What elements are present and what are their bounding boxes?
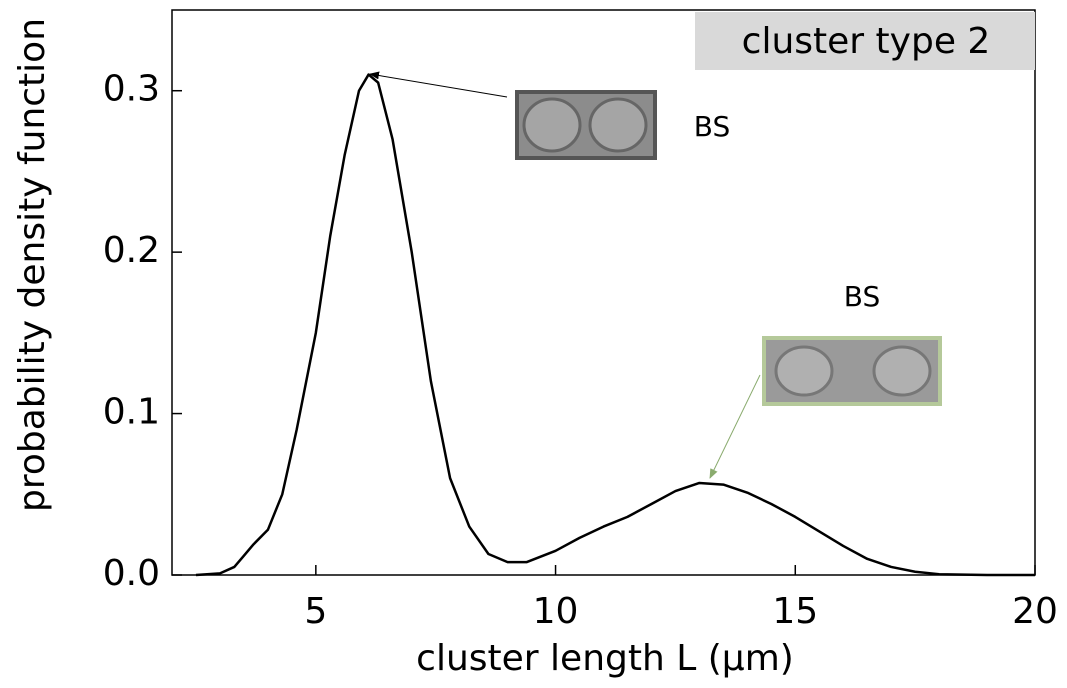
line	[195, 73, 1035, 577]
annotation: BS	[694, 110, 731, 143]
arrow	[709, 374, 761, 479]
annotation: cluster type 2	[742, 21, 991, 62]
x-tick-label: 5	[304, 591, 327, 632]
y-tick-label: 0.2	[103, 230, 160, 271]
annotation-box	[695, 12, 1035, 70]
y-tick-label: 0.1	[103, 392, 160, 433]
thumbnail	[515, 90, 657, 160]
plot-frame	[171, 9, 1036, 576]
arrow	[369, 71, 508, 98]
y-tick-label: 0.0	[103, 553, 160, 594]
x-tick-label: 15	[772, 591, 818, 632]
y-axis-label: probability density function	[12, 18, 53, 512]
x-tick-label: 10	[533, 591, 579, 632]
x-tick-label: 20	[1012, 591, 1058, 632]
annotation: BS	[844, 280, 881, 313]
x-axis-label: cluster length L (μm)	[416, 638, 794, 679]
y-tick-label: 0.3	[103, 69, 160, 110]
thumbnail	[762, 336, 942, 406]
